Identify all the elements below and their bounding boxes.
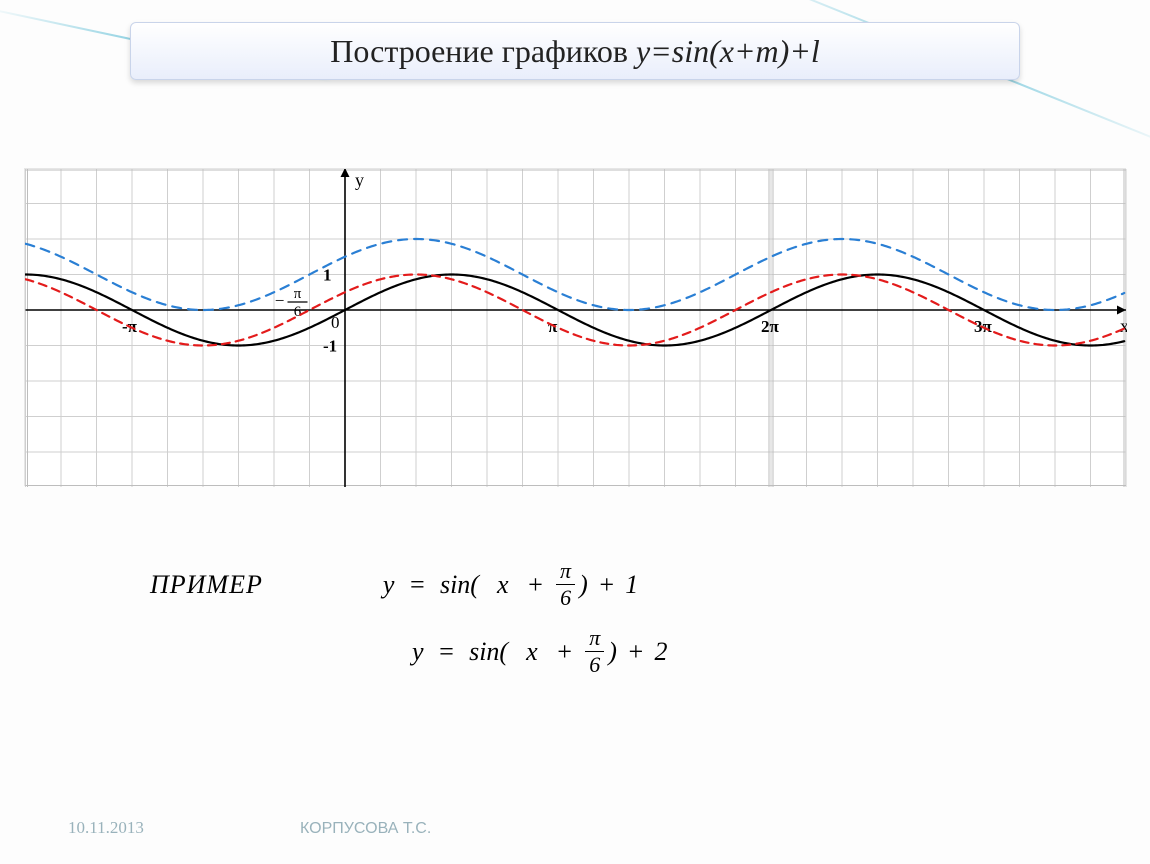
title-plain: Построение графиков [330, 33, 636, 69]
eq1-close: ) [579, 570, 588, 600]
chart-container: yx01-1-π−π6π2π3π [24, 168, 1126, 486]
svg-text:−: − [275, 291, 285, 310]
eq2-row: y = sin( x + π 6 ) + 2 [412, 627, 667, 676]
eq1-plus1: + [527, 570, 545, 600]
eq2-const: 2 [654, 637, 667, 667]
eq2-frac: π 6 [585, 627, 604, 676]
eq2-plus2: + [627, 637, 645, 667]
eq2-op: = [438, 637, 456, 667]
example-label-row: ПРИМЕР y = sin( x + π 6 ) + 1 [150, 560, 667, 609]
page-title: Построение графиков y=sin(x+m)+l [330, 33, 820, 70]
footer-date: 10.11.2013 [68, 818, 144, 838]
eq2-lhs: y [412, 637, 424, 667]
eq1-op: = [408, 570, 426, 600]
sine-chart: yx01-1-π−π6π2π3π [25, 169, 1127, 487]
eq2-close: ) [608, 637, 617, 667]
footer-author: КОРПУСОВА Т.С. [300, 820, 431, 838]
svg-text:π: π [294, 286, 302, 302]
eq2-plus1: + [556, 637, 574, 667]
example-label: ПРИМЕР [150, 570, 263, 600]
title-formula: y=sin(x+m)+l [636, 33, 820, 69]
svg-text:y: y [355, 170, 364, 190]
eq1-fn: sin( [440, 570, 479, 600]
svg-text:1: 1 [323, 266, 332, 285]
svg-text:-1: -1 [323, 337, 337, 356]
eq1-arg: x [497, 570, 509, 600]
eq1-lhs: y [383, 570, 395, 600]
eq1-const: 1 [625, 570, 638, 600]
eq1-frac: π 6 [556, 560, 575, 609]
eq2-fn: sin( [469, 637, 508, 667]
eq1-plus2: + [598, 570, 616, 600]
eq2-arg: x [526, 637, 538, 667]
svg-text:x: x [1120, 316, 1127, 336]
title-box: Построение графиков y=sin(x+m)+l [130, 22, 1020, 80]
example-block: ПРИМЕР y = sin( x + π 6 ) + 1 y = sin( x… [150, 560, 667, 694]
svg-text:2π: 2π [761, 317, 780, 336]
